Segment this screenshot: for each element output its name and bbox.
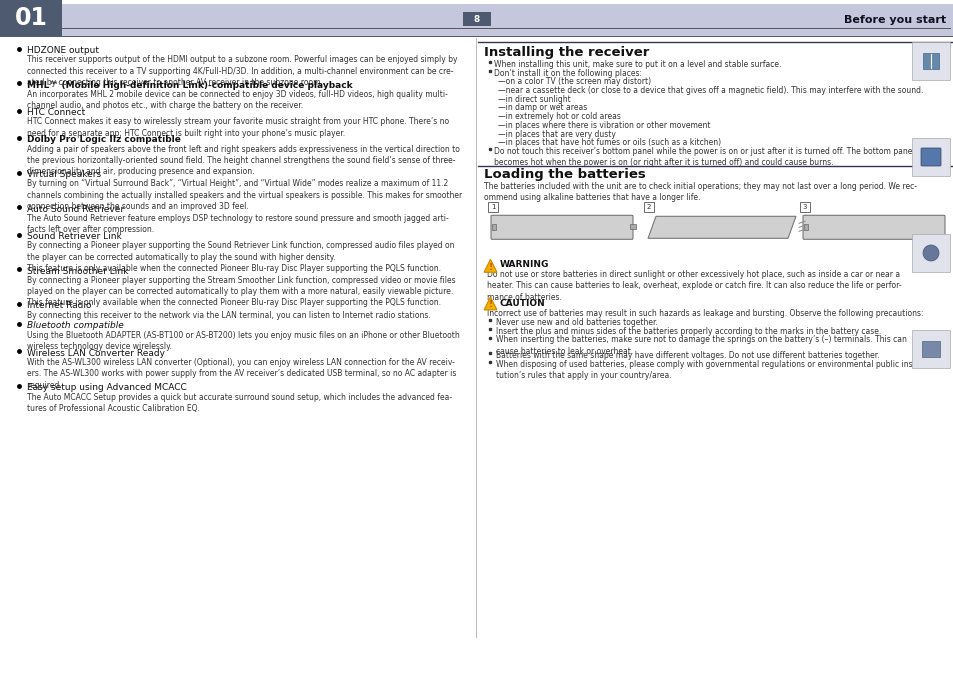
Text: —in places that are very dusty: —in places that are very dusty bbox=[497, 130, 616, 138]
Text: Incorrect use of batteries may result in such hazards as leakage and bursting. O: Incorrect use of batteries may result in… bbox=[486, 309, 923, 318]
Text: 2: 2 bbox=[646, 205, 651, 211]
Bar bbox=[488, 202, 497, 213]
Text: Don’t install it on the following places:: Don’t install it on the following places… bbox=[494, 69, 641, 78]
Text: —in direct sunlight: —in direct sunlight bbox=[497, 95, 570, 104]
Text: !: ! bbox=[488, 300, 492, 309]
Bar bbox=[911, 138, 949, 176]
Text: By turning on “Virtual Surround Back”, “Virtual Height”, and “Virtual Wide” mode: By turning on “Virtual Surround Back”, “… bbox=[27, 180, 462, 211]
Text: This receiver supports output of the HDMI output to a subzone room. Powerful ima: This receiver supports output of the HDM… bbox=[27, 55, 457, 86]
Text: HTC Connect: HTC Connect bbox=[27, 108, 85, 117]
Bar bbox=[629, 224, 636, 230]
Text: When disposing of used batteries, please comply with governmental regulations or: When disposing of used batteries, please… bbox=[496, 360, 920, 380]
Text: HTC Connect makes it easy to wirelessly stream your favorite music straight from: HTC Connect makes it easy to wirelessly … bbox=[27, 117, 449, 138]
Text: MHL™ (Mobile High-definition Link)-compatible device playback: MHL™ (Mobile High-definition Link)-compa… bbox=[27, 80, 353, 90]
Text: Loading the batteries: Loading the batteries bbox=[483, 168, 645, 181]
Text: By connecting a Pioneer player supporting the Stream Smoother Link function, com: By connecting a Pioneer player supportin… bbox=[27, 276, 456, 307]
Text: The batteries included with the unit are to check initial operations; they may n: The batteries included with the unit are… bbox=[483, 182, 916, 202]
Text: Virtual Speakers: Virtual Speakers bbox=[27, 170, 101, 179]
Text: —in places where there is vibration or other movement: —in places where there is vibration or o… bbox=[497, 121, 710, 130]
Text: —near a cassette deck (or close to a device that gives off a magnetic field). Th: —near a cassette deck (or close to a dev… bbox=[497, 86, 923, 95]
Text: Stream Smoother Link: Stream Smoother Link bbox=[27, 267, 129, 275]
Text: By connecting this receiver to the network via the LAN terminal, you can listen : By connecting this receiver to the netwo… bbox=[27, 310, 431, 320]
Text: 3: 3 bbox=[801, 205, 806, 211]
Text: By connecting a Pioneer player supporting the Sound Retriever Link function, com: By connecting a Pioneer player supportin… bbox=[27, 242, 454, 273]
Bar bbox=[921, 341, 939, 357]
Text: 1: 1 bbox=[490, 205, 495, 211]
Text: When inserting the batteries, make sure not to damage the springs on the battery: When inserting the batteries, make sure … bbox=[496, 335, 906, 356]
Text: 01: 01 bbox=[14, 6, 48, 30]
Polygon shape bbox=[647, 216, 795, 238]
Text: Bluetooth compatible: Bluetooth compatible bbox=[27, 321, 124, 330]
Bar bbox=[643, 202, 654, 213]
Text: Do not use or store batteries in direct sunlight or other excessively hot place,: Do not use or store batteries in direct … bbox=[486, 270, 901, 302]
Text: !: ! bbox=[488, 263, 492, 272]
Text: Do not touch this receiver’s bottom panel while the power is on or just after it: Do not touch this receiver’s bottom pane… bbox=[494, 147, 914, 167]
Polygon shape bbox=[483, 259, 497, 272]
Text: Dolby Pro Logic IIz compatible: Dolby Pro Logic IIz compatible bbox=[27, 136, 181, 144]
Text: Using the Bluetooth ADAPTER (AS-BT100 or AS-BT200) lets you enjoy music files on: Using the Bluetooth ADAPTER (AS-BT100 or… bbox=[27, 331, 459, 351]
Text: Insert the plus and minus sides of the batteries properly according to the marks: Insert the plus and minus sides of the b… bbox=[496, 327, 881, 335]
Text: Easy setup using Advanced MCACC: Easy setup using Advanced MCACC bbox=[27, 383, 187, 392]
FancyBboxPatch shape bbox=[802, 215, 944, 240]
Text: Internet Radio: Internet Radio bbox=[27, 301, 91, 310]
Bar bbox=[923, 53, 938, 69]
Text: An incorporates MHL 2 mobile device can be connected to enjoy 3D videos, full-HD: An incorporates MHL 2 mobile device can … bbox=[27, 90, 447, 110]
Text: —in damp or wet areas: —in damp or wet areas bbox=[497, 103, 587, 113]
Text: The Auto Sound Retriever feature employs DSP technology to restore sound pressur: The Auto Sound Retriever feature employs… bbox=[27, 214, 448, 234]
Bar bbox=[492, 224, 496, 230]
Text: —in extremely hot or cold areas: —in extremely hot or cold areas bbox=[497, 112, 620, 122]
Text: Batteries with the same shape may have different voltages. Do not use different : Batteries with the same shape may have d… bbox=[496, 352, 879, 360]
Text: Never use new and old batteries together.: Never use new and old batteries together… bbox=[496, 318, 658, 327]
Bar bbox=[462, 12, 491, 26]
Text: —on a color TV (the screen may distort): —on a color TV (the screen may distort) bbox=[497, 78, 651, 86]
Bar bbox=[911, 42, 949, 80]
Polygon shape bbox=[483, 297, 497, 310]
Text: Auto Sound Retriever: Auto Sound Retriever bbox=[27, 205, 124, 213]
Circle shape bbox=[923, 245, 938, 261]
Bar bbox=[803, 224, 807, 230]
Bar bbox=[800, 202, 809, 213]
Text: CAUTION: CAUTION bbox=[499, 299, 545, 308]
Text: Adding a pair of speakers above the front left and right speakers adds expressiv: Adding a pair of speakers above the fron… bbox=[27, 145, 459, 176]
Bar bbox=[911, 330, 949, 368]
Bar bbox=[0, 0, 62, 36]
Text: HDZONE output: HDZONE output bbox=[27, 46, 99, 55]
FancyBboxPatch shape bbox=[491, 215, 633, 240]
Text: With the AS-WL300 wireless LAN converter (Optional), you can enjoy wireless LAN : With the AS-WL300 wireless LAN converter… bbox=[27, 358, 456, 389]
Text: 8: 8 bbox=[474, 14, 479, 24]
Text: WARNING: WARNING bbox=[499, 261, 549, 269]
FancyBboxPatch shape bbox=[920, 148, 940, 166]
Text: The Auto MCACC Setup provides a quick but accurate surround sound setup, which i: The Auto MCACC Setup provides a quick bu… bbox=[27, 393, 452, 413]
Bar bbox=[911, 234, 949, 272]
Text: Wireless LAN Converter Ready: Wireless LAN Converter Ready bbox=[27, 349, 165, 358]
Bar bbox=[62, 4, 953, 36]
Text: Before you start: Before you start bbox=[843, 15, 945, 25]
Text: Installing the receiver: Installing the receiver bbox=[483, 46, 649, 59]
Text: Sound Retriever Link: Sound Retriever Link bbox=[27, 232, 122, 241]
Text: When installing this unit, make sure to put it on a level and stable surface.: When installing this unit, make sure to … bbox=[494, 60, 781, 69]
Text: —in places that have hot fumes or oils (such as a kitchen): —in places that have hot fumes or oils (… bbox=[497, 138, 720, 147]
